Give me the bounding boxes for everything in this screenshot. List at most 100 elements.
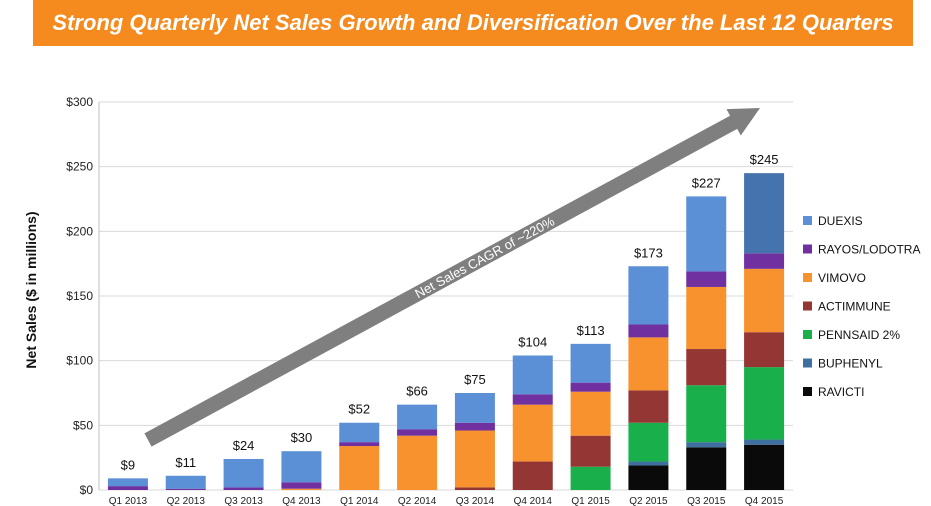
x-axis-ticks: Q1 2013 Q2 2013 Q3 2013 Q4 2013 Q1 2014 Q2 20… — [109, 496, 784, 506]
total-label: $30 — [291, 430, 313, 445]
bar-segment — [744, 439, 785, 445]
x-tick-label: Q2 2015 — [629, 496, 668, 506]
arrow-annotation: Net Sales CAGR of ~220% — [412, 213, 557, 301]
x-tick-label: Q4 2014 — [514, 496, 553, 506]
bar-segment — [397, 404, 438, 430]
y-axis-ticks: $0 $50 $100 $150 $200 $250 $300 — [66, 95, 93, 497]
bar-segment — [686, 442, 727, 448]
bar-segment — [223, 458, 264, 488]
title-banner: Strong Quarterly Net Sales Growth and Di… — [33, 0, 913, 46]
bar-segment — [165, 475, 206, 489]
total-labels: $9 $11 $24 $30 $52 $66 $75 $104 $113 $173 $227 $245 — [121, 152, 779, 472]
bar-segment — [107, 478, 148, 487]
total-label: $66 — [406, 384, 428, 399]
gridlines — [98, 101, 793, 491]
growth-arrow: Net Sales CAGR of ~220% — [144, 108, 760, 447]
legend-swatch — [803, 330, 812, 339]
arrow-shape — [144, 108, 760, 447]
bar-segment — [570, 343, 611, 383]
bar-segment — [339, 442, 380, 447]
bar-segment — [454, 393, 495, 423]
bar-segment — [628, 390, 669, 423]
bar-segment — [570, 391, 611, 436]
legend-label: RAVICTI — [818, 385, 864, 399]
bar-segment — [628, 422, 669, 462]
bar-segment — [512, 461, 553, 490]
bar-segment — [744, 367, 785, 440]
bar-segment — [570, 466, 611, 490]
x-tick-label: Q2 2014 — [398, 496, 437, 506]
x-tick-label: Q3 2015 — [687, 496, 726, 506]
bar-segment — [744, 173, 785, 254]
bar-segment — [281, 482, 322, 489]
bar-stacks — [107, 173, 785, 490]
bar-segment — [628, 461, 669, 466]
legend-swatch — [803, 301, 812, 311]
total-label: $9 — [121, 457, 135, 472]
x-tick-label: Q4 2015 — [745, 496, 784, 506]
bar-segment — [744, 332, 785, 368]
bar-segment — [686, 286, 727, 350]
total-label: $245 — [750, 152, 779, 167]
y-tick-label: $0 — [80, 483, 94, 497]
x-tick-label: Q3 2013 — [224, 496, 263, 506]
bar-segment — [686, 385, 727, 443]
total-label: $24 — [233, 438, 255, 453]
x-tick-label: Q4 2013 — [282, 496, 321, 506]
total-label: $227 — [692, 175, 721, 190]
y-tick-label: $300 — [66, 95, 93, 109]
bar-segment — [339, 422, 380, 443]
bar-segment — [744, 268, 785, 333]
y-tick-label: $150 — [66, 289, 93, 303]
y-axis-label: Net Sales ($ in millions) — [23, 211, 39, 368]
bar-segment — [397, 435, 438, 490]
legend-label: RAYOS/LODOTRA — [818, 243, 920, 257]
total-label: $104 — [518, 334, 547, 349]
bar-segment — [570, 435, 611, 467]
y-tick-label: $100 — [66, 354, 93, 368]
arrow-group: Net Sales CAGR of ~220% — [144, 108, 760, 447]
bar-segment — [512, 394, 553, 405]
bar-segment — [744, 253, 785, 269]
y-tick-label: $250 — [66, 160, 93, 174]
bar-segment — [339, 446, 380, 490]
bar-segment — [397, 429, 438, 436]
legend-swatch — [803, 387, 812, 396]
x-tick-label: Q3 2014 — [456, 496, 495, 506]
legend-swatch — [803, 244, 812, 254]
total-label: $113 — [577, 323, 605, 338]
x-tick-label: Q2 2013 — [167, 496, 206, 506]
total-label: $75 — [464, 372, 486, 387]
total-label: $11 — [175, 455, 196, 470]
bar-segment — [107, 486, 148, 490]
bar-segment — [512, 404, 553, 462]
legend-swatch — [803, 358, 812, 368]
bar-segment — [686, 447, 727, 490]
page-title: Strong Quarterly Net Sales Growth and Di… — [52, 10, 894, 35]
bar-segment — [744, 444, 785, 490]
y-tick-label: $50 — [73, 418, 93, 432]
bar-segment — [454, 422, 495, 431]
x-tick-label: Q1 2014 — [340, 496, 379, 506]
bar-segment — [628, 324, 669, 338]
bar-segment — [628, 337, 669, 391]
bar-segment — [628, 465, 669, 490]
legend-label: VIMOVO — [818, 271, 866, 285]
bar-segment — [686, 271, 727, 287]
bar-segment — [686, 349, 727, 386]
bar-segment — [628, 266, 669, 325]
legend-swatch — [803, 216, 812, 225]
y-tick-label: $200 — [66, 224, 93, 238]
bar-segment — [570, 382, 611, 392]
bar-segment — [454, 487, 495, 490]
total-label: $173 — [634, 245, 663, 260]
total-label: $52 — [348, 402, 370, 417]
bar-segment — [281, 488, 322, 490]
legend: DUEXIS RAYOS/LODOTRA VIMOVO ACTIMMUNE PENNSA… — [803, 214, 920, 399]
bar-segment — [223, 487, 264, 490]
bar-segment — [454, 430, 495, 488]
bar-segment — [281, 451, 322, 483]
bar-segment — [512, 355, 553, 395]
legend-label: ACTIMMUNE — [818, 300, 891, 314]
